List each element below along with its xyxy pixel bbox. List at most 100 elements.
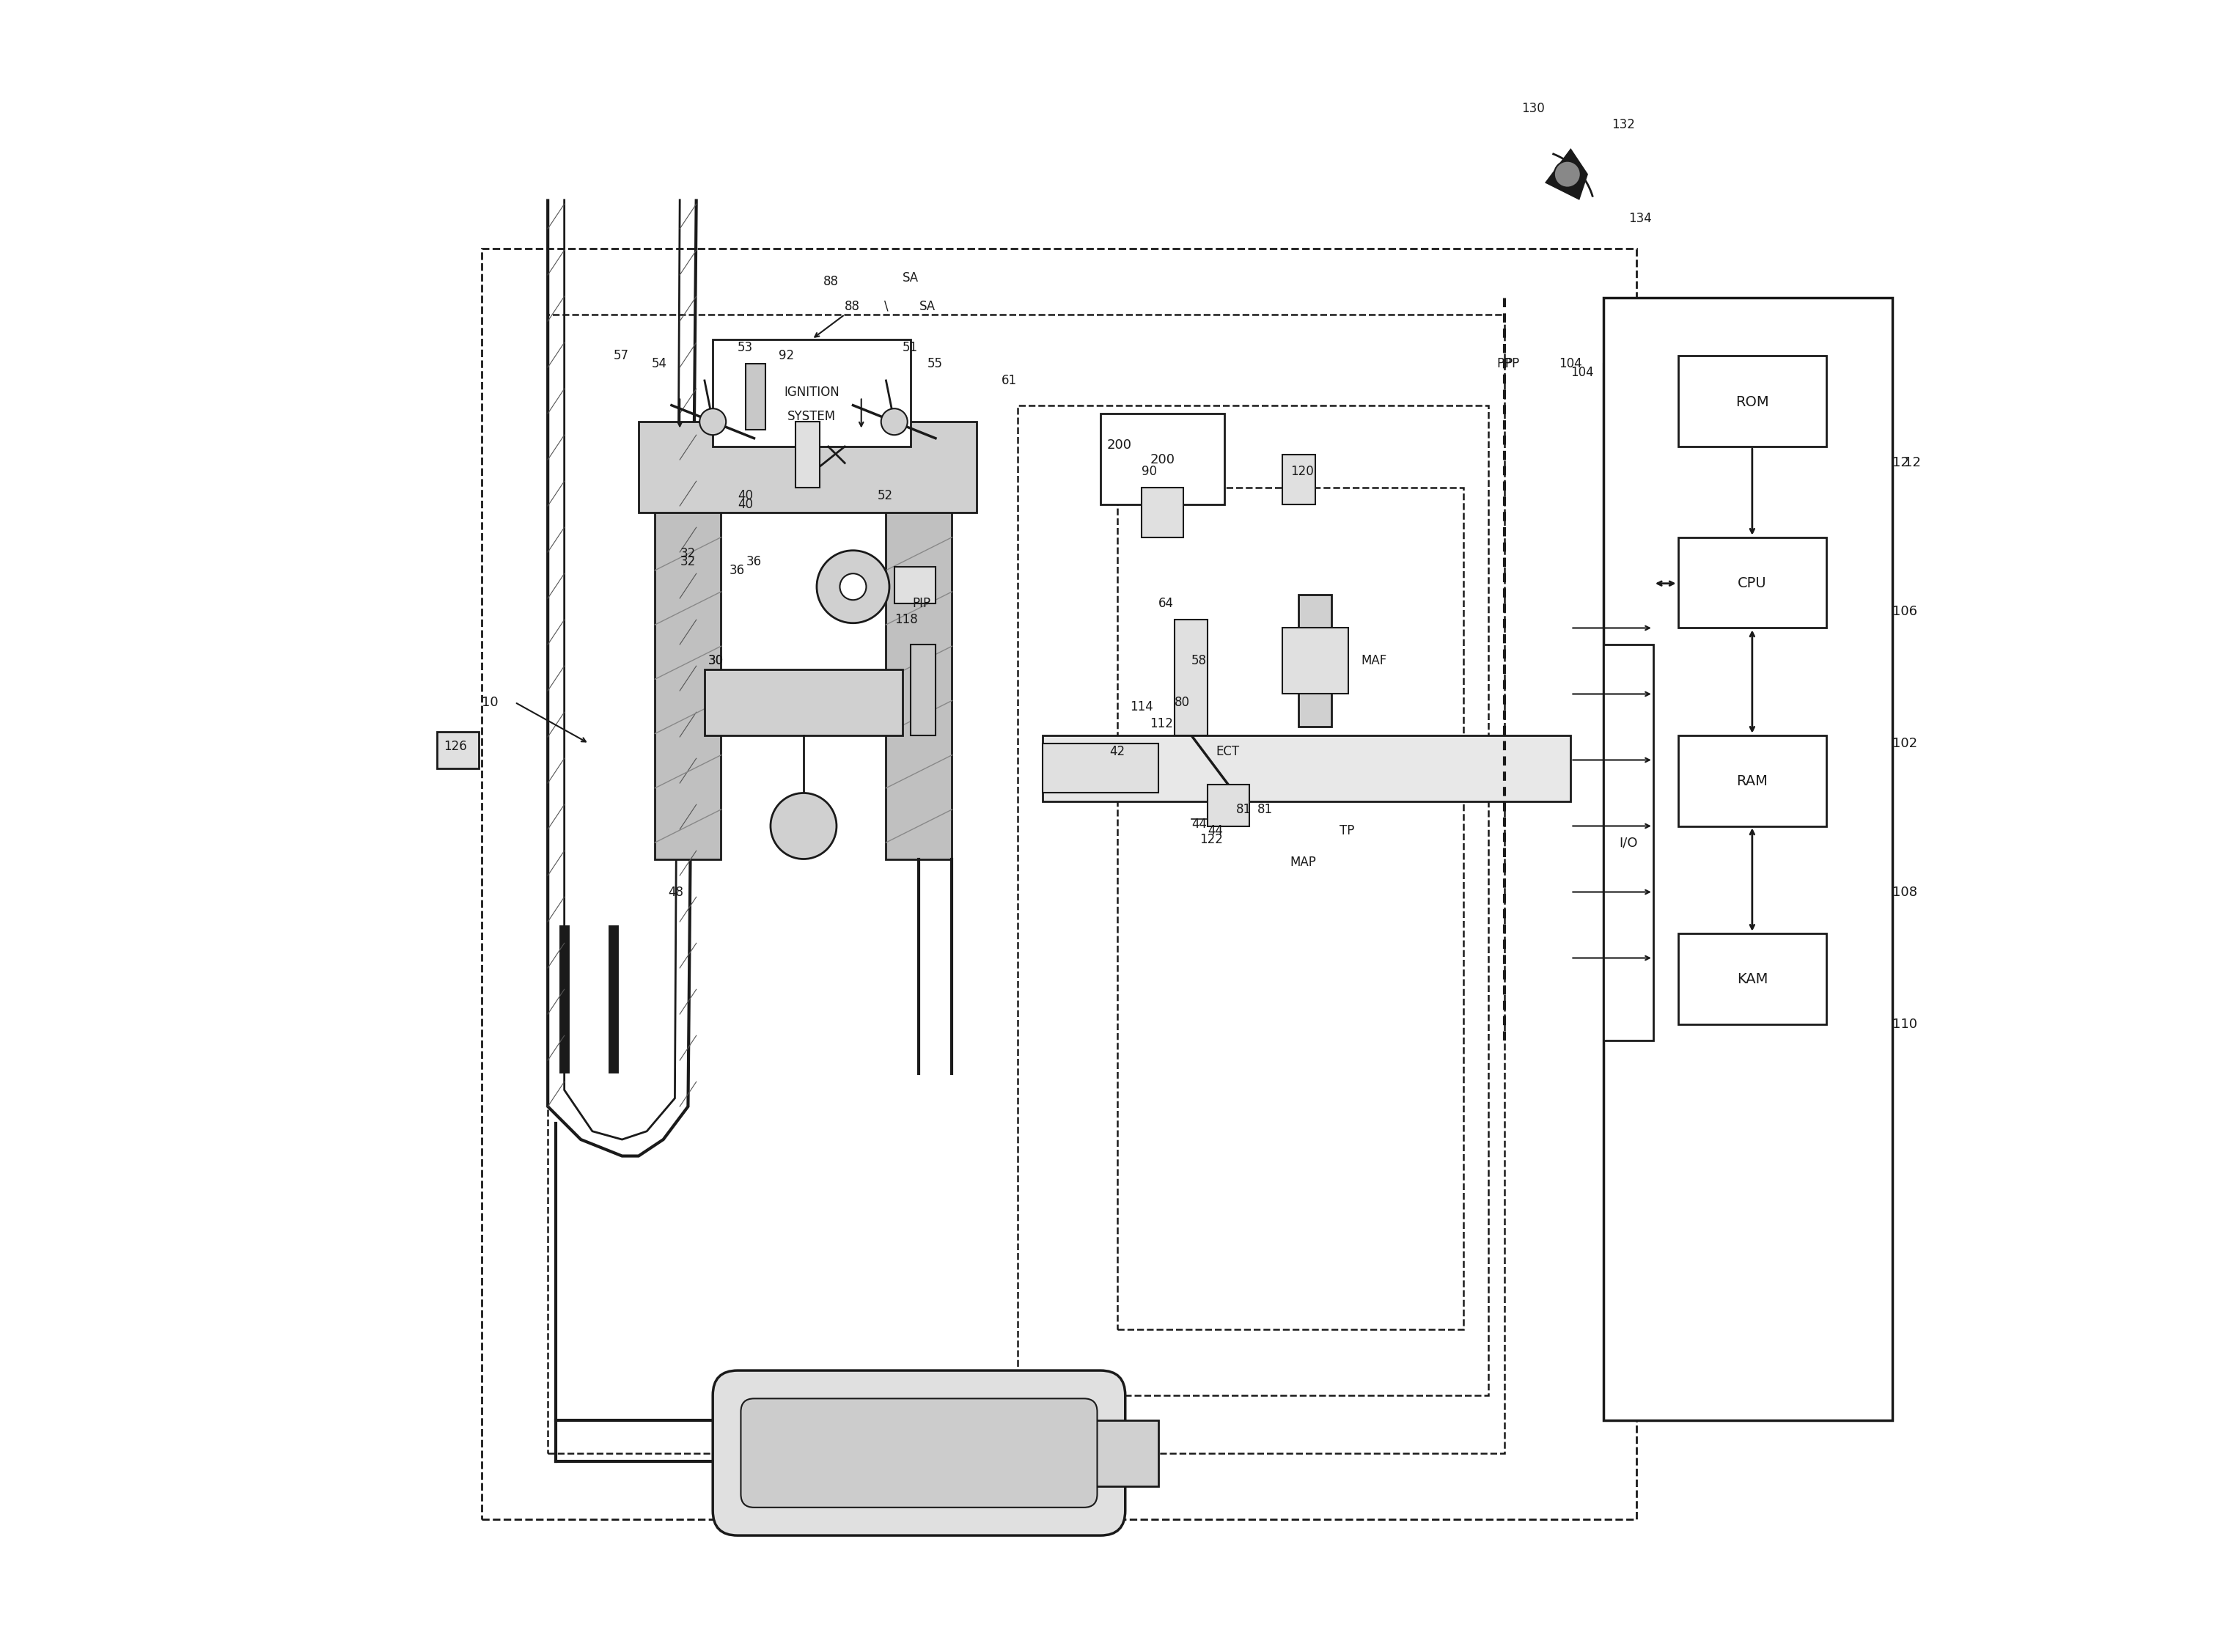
Text: 42: 42 [1110, 745, 1124, 758]
Text: 10: 10 [483, 695, 498, 709]
Text: 62: 62 [1331, 629, 1347, 643]
Text: 104: 104 [1571, 365, 1593, 378]
Text: KAM: KAM [1736, 973, 1767, 986]
Text: 55: 55 [927, 357, 943, 370]
Text: 64: 64 [1157, 596, 1173, 610]
Text: PP: PP [1497, 357, 1512, 370]
Text: 12: 12 [1903, 456, 1921, 469]
Polygon shape [1209, 785, 1249, 826]
Polygon shape [1142, 487, 1184, 537]
Text: 44: 44 [1191, 818, 1206, 831]
Text: PIP: PIP [911, 596, 932, 610]
Text: 200: 200 [1108, 438, 1133, 451]
Text: 92: 92 [780, 349, 795, 362]
Text: 54: 54 [652, 357, 668, 370]
FancyBboxPatch shape [713, 1371, 1126, 1535]
Polygon shape [1678, 537, 1827, 628]
Text: 51: 51 [903, 340, 918, 354]
Bar [1298, 595, 1331, 727]
Polygon shape [1282, 454, 1316, 504]
Text: 57: 57 [614, 349, 630, 362]
Polygon shape [438, 732, 478, 768]
Text: 112: 112 [1151, 717, 1173, 730]
Text: ROM: ROM [1736, 395, 1769, 410]
Text: 132: 132 [1613, 119, 1635, 132]
Polygon shape [1175, 620, 1209, 735]
Bar [911, 644, 936, 735]
Text: 32: 32 [679, 547, 695, 560]
Text: 44: 44 [1209, 824, 1224, 838]
Text: 122: 122 [1200, 833, 1222, 846]
Text: 36: 36 [728, 563, 744, 577]
Bar [795, 421, 820, 487]
Text: I/O: I/O [1620, 836, 1638, 849]
Text: ECT: ECT [1215, 745, 1240, 758]
Text: IGNITION: IGNITION [784, 385, 840, 398]
Text: 90: 90 [1142, 464, 1157, 477]
Text: 53: 53 [737, 340, 753, 354]
Text: 104: 104 [1559, 357, 1582, 370]
Text: 106: 106 [1892, 605, 1917, 618]
Polygon shape [1604, 297, 1892, 1421]
Text: PP: PP [1506, 357, 1519, 370]
Text: MAF: MAF [1361, 654, 1387, 667]
Text: 36: 36 [746, 555, 762, 568]
Text: SYSTEM: SYSTEM [789, 410, 836, 423]
FancyBboxPatch shape [742, 1399, 1097, 1507]
Text: 88: 88 [844, 299, 860, 312]
Text: SA: SA [903, 271, 918, 284]
Text: 30: 30 [708, 654, 724, 667]
Text: 80: 80 [1175, 695, 1191, 709]
Text: 108: 108 [1892, 885, 1917, 899]
Circle shape [880, 408, 907, 434]
Bar [1282, 628, 1347, 694]
Text: 81: 81 [1258, 803, 1273, 816]
Polygon shape [1678, 933, 1827, 1024]
Text: 61: 61 [1001, 373, 1016, 387]
Circle shape [699, 408, 726, 434]
Circle shape [818, 550, 889, 623]
Text: 12: 12 [1892, 456, 1910, 469]
Polygon shape [1546, 150, 1586, 198]
Text: 126: 126 [445, 740, 467, 753]
Text: 200: 200 [1151, 453, 1175, 466]
Text: 52: 52 [878, 489, 894, 502]
Bar [1092, 1421, 1157, 1487]
Text: 58: 58 [1191, 654, 1206, 667]
Polygon shape [713, 339, 911, 446]
Text: 114: 114 [1130, 700, 1153, 714]
Circle shape [840, 573, 867, 600]
Text: 120: 120 [1291, 464, 1314, 477]
Polygon shape [1101, 413, 1224, 504]
Text: 110: 110 [1892, 1018, 1917, 1031]
Text: 118: 118 [894, 613, 918, 626]
Bar [704, 669, 903, 735]
Polygon shape [1678, 355, 1827, 446]
Text: 48: 48 [668, 885, 684, 899]
Text: 130: 130 [1521, 102, 1544, 116]
Text: 40: 40 [737, 489, 753, 502]
Text: 134: 134 [1629, 211, 1651, 225]
Text: 81: 81 [1235, 803, 1251, 816]
Bar [746, 363, 766, 430]
Text: 70: 70 [894, 1431, 911, 1444]
Text: RAM: RAM [1736, 775, 1767, 788]
Text: 32: 32 [679, 555, 695, 568]
Bar [1043, 743, 1157, 793]
Text: SA: SA [918, 299, 936, 312]
Polygon shape [1604, 644, 1653, 1041]
Circle shape [1555, 160, 1582, 187]
Polygon shape [894, 567, 936, 603]
Bar [655, 496, 722, 859]
Text: MAP: MAP [1291, 856, 1316, 869]
Text: 30: 30 [708, 654, 724, 667]
Bar [1043, 735, 1571, 801]
Bar [639, 421, 976, 512]
Polygon shape [1678, 735, 1827, 826]
Bar [887, 496, 952, 859]
Text: \: \ [885, 299, 889, 312]
Text: CPU: CPU [1738, 577, 1767, 590]
Text: 70: 70 [903, 1422, 918, 1436]
Text: TP: TP [1340, 824, 1354, 838]
Text: 102: 102 [1892, 737, 1917, 750]
